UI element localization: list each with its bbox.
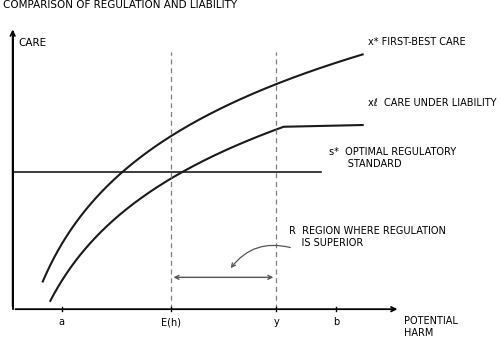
Text: CARE: CARE xyxy=(18,38,46,48)
Text: xℓ  CARE UNDER LIABILITY: xℓ CARE UNDER LIABILITY xyxy=(368,98,497,108)
Text: POTENTIAL
HARM: POTENTIAL HARM xyxy=(404,316,458,338)
Text: b: b xyxy=(333,317,340,327)
Text: R  REGION WHERE REGULATION
    IS SUPERIOR: R REGION WHERE REGULATION IS SUPERIOR xyxy=(290,226,446,248)
Text: x* FIRST-BEST CARE: x* FIRST-BEST CARE xyxy=(368,37,466,47)
Text: COMPARISON OF REGULATION AND LIABILITY: COMPARISON OF REGULATION AND LIABILITY xyxy=(4,0,238,10)
Text: a: a xyxy=(58,317,64,327)
Text: E(h): E(h) xyxy=(160,317,180,327)
Text: s*  OPTIMAL REGULATORY
      STANDARD: s* OPTIMAL REGULATORY STANDARD xyxy=(329,147,456,169)
Text: y: y xyxy=(273,317,279,327)
